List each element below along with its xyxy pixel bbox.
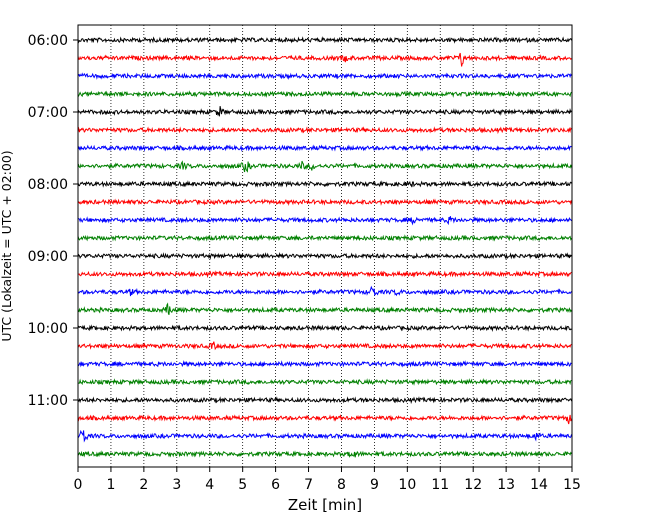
y-axis: 06:00 07:00 08:00 09:00 10:00 11:00 — [28, 33, 78, 409]
seismogram-trace — [77, 72, 572, 80]
x-tick-label: 6 — [271, 477, 280, 493]
x-tick-label: 0 — [74, 477, 83, 493]
seismogram-trace — [77, 324, 572, 332]
seismogram-trace — [77, 251, 572, 260]
x-tick-label: 13 — [497, 477, 515, 493]
x-tick-label: 2 — [139, 477, 148, 493]
x-tick-label: 8 — [337, 477, 346, 493]
seismogram-trace — [77, 180, 572, 188]
x-tick-label: 12 — [464, 477, 482, 493]
seismogram-trace — [77, 396, 572, 405]
seismogram-trace — [77, 360, 572, 368]
x-tick-label: 5 — [238, 477, 247, 493]
x-axis: 0 1 2 3 4 5 6 7 8 9 10 11 12 13 14 15 — [74, 467, 581, 493]
seismogram-trace — [77, 377, 572, 386]
seismogram-trace — [77, 302, 572, 315]
seismogram-trace — [77, 36, 572, 44]
x-tick-label: 4 — [205, 477, 214, 493]
seismogram-trace — [77, 160, 572, 173]
seismogram-trace — [77, 144, 572, 152]
plot-frame — [77, 24, 573, 468]
seismogram-trace — [77, 429, 572, 443]
y-tick-label: 11:00 — [28, 393, 68, 409]
seismogram-trace — [77, 106, 572, 117]
y-tick-label: 09:00 — [28, 249, 68, 265]
seismogram-trace — [77, 341, 572, 351]
seismogram-trace — [77, 52, 572, 67]
y-axis-label: UTC (Lokalzeit = UTC + 02:00) — [0, 150, 14, 341]
seismogram-trace — [77, 90, 572, 98]
x-tick-label: 14 — [530, 477, 548, 493]
seismogram-trace — [77, 270, 572, 279]
y-tick-label: 06:00 — [28, 33, 68, 49]
x-tick-label: 3 — [172, 477, 181, 493]
x-axis-label: Zeit [min] — [288, 496, 362, 514]
y-tick-label: 10:00 — [28, 321, 68, 337]
x-tick-label: 10 — [398, 477, 416, 493]
trace-group — [77, 36, 572, 458]
x-tick-label: 11 — [431, 477, 449, 493]
seismogram-trace — [77, 285, 572, 297]
seismogram-trace — [77, 414, 572, 425]
y-tick-label: 07:00 — [28, 105, 68, 121]
seismogram-trace — [77, 450, 572, 458]
y-tick-label: 08:00 — [28, 177, 68, 193]
seismogram-trace — [78, 198, 572, 206]
x-tick-label: 9 — [370, 477, 379, 493]
x-tick-label: 7 — [304, 477, 313, 493]
seismogram-trace — [77, 126, 572, 135]
x-tick-label: 15 — [563, 477, 581, 493]
seismogram-trace — [77, 234, 572, 242]
x-tick-label: 1 — [106, 477, 115, 493]
seismogram-trace — [77, 216, 572, 226]
